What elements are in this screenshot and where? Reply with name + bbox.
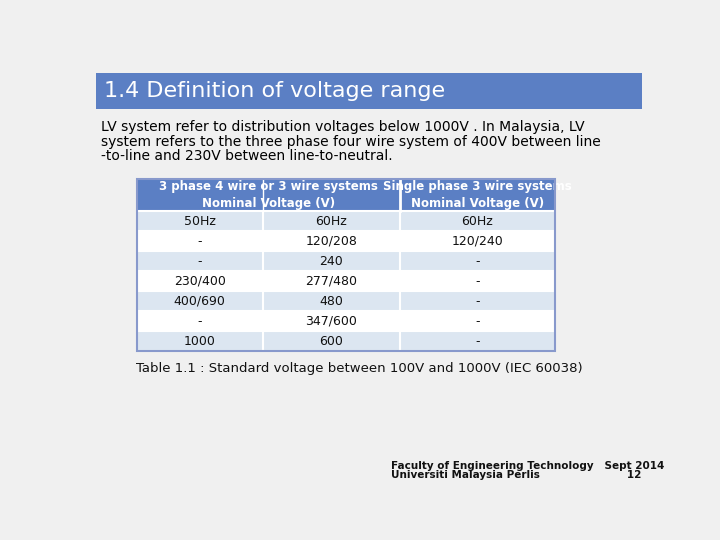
Text: -: - [475,295,480,308]
Text: 60Hz: 60Hz [462,214,493,228]
FancyBboxPatch shape [137,251,263,271]
Text: -: - [475,255,480,268]
Text: -: - [475,315,480,328]
Text: 480: 480 [320,295,343,308]
Text: 60Hz: 60Hz [315,214,347,228]
Text: LV system refer to distribution voltages below 1000V . In Malaysia, LV: LV system refer to distribution voltages… [101,120,585,134]
FancyBboxPatch shape [137,271,263,291]
Text: Universiti Malaysia Perlis                        12: Universiti Malaysia Perlis 12 [391,470,641,480]
FancyBboxPatch shape [137,331,263,351]
Text: 400/690: 400/690 [174,295,225,308]
FancyBboxPatch shape [137,291,263,311]
Text: -: - [475,275,480,288]
FancyBboxPatch shape [137,211,263,231]
Text: 3 phase 4 wire or 3 wire systems
Nominal Voltage (V): 3 phase 4 wire or 3 wire systems Nominal… [159,180,378,210]
Text: 120/240: 120/240 [451,234,503,248]
Text: 1000: 1000 [184,335,215,348]
FancyBboxPatch shape [400,251,555,271]
Text: -: - [475,335,480,348]
FancyBboxPatch shape [263,271,400,291]
FancyBboxPatch shape [263,291,400,311]
Text: 1.4 Definition of voltage range: 1.4 Definition of voltage range [104,81,445,101]
Text: 347/600: 347/600 [305,315,357,328]
Text: -: - [197,255,202,268]
FancyBboxPatch shape [400,231,555,251]
FancyBboxPatch shape [400,331,555,351]
FancyBboxPatch shape [96,72,642,110]
Text: Faculty of Engineering Technology   Sept 2014: Faculty of Engineering Technology Sept 2… [391,461,664,470]
FancyBboxPatch shape [400,311,555,331]
Text: 240: 240 [320,255,343,268]
FancyBboxPatch shape [137,231,263,251]
FancyBboxPatch shape [263,251,400,271]
FancyBboxPatch shape [263,231,400,251]
Text: system refers to the three phase four wire system of 400V between line: system refers to the three phase four wi… [101,135,600,149]
Text: Table 1.1 : Standard voltage between 100V and 1000V (IEC 60038): Table 1.1 : Standard voltage between 100… [137,362,583,375]
Text: 600: 600 [320,335,343,348]
FancyBboxPatch shape [263,211,400,231]
FancyBboxPatch shape [137,179,400,211]
Text: 277/480: 277/480 [305,275,357,288]
Text: -to-line and 230V between line-to-neutral.: -to-line and 230V between line-to-neutra… [101,150,392,164]
FancyBboxPatch shape [263,311,400,331]
Text: 230/400: 230/400 [174,275,225,288]
Text: -: - [197,315,202,328]
Text: 120/208: 120/208 [305,234,357,248]
FancyBboxPatch shape [400,271,555,291]
FancyBboxPatch shape [400,211,555,231]
FancyBboxPatch shape [400,291,555,311]
FancyBboxPatch shape [137,311,263,331]
Text: Single phase 3 wire systems
Nominal Voltage (V): Single phase 3 wire systems Nominal Volt… [383,180,572,210]
Text: 50Hz: 50Hz [184,214,215,228]
FancyBboxPatch shape [263,331,400,351]
FancyBboxPatch shape [400,179,555,211]
Text: -: - [197,234,202,248]
